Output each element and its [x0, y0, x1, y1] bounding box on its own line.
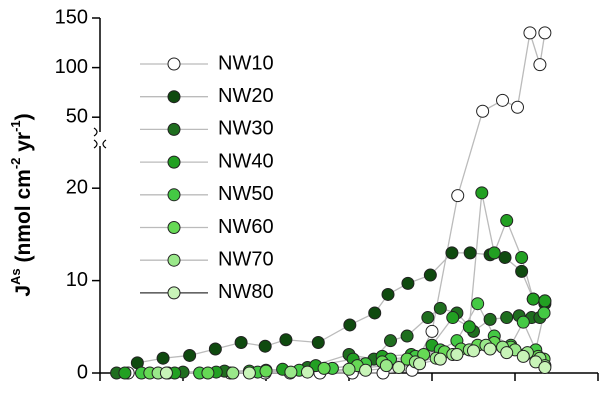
legend-marker: [167, 253, 181, 267]
data-point: [421, 311, 435, 325]
data-point: [226, 366, 240, 380]
y-tick-label: 0: [77, 361, 88, 383]
axis-break: [93, 127, 107, 149]
data-point: [284, 365, 298, 379]
data-point: [401, 276, 415, 290]
data-point: [156, 351, 170, 365]
data-point: [423, 268, 437, 282]
data-point: [538, 360, 552, 374]
data-point: [317, 361, 331, 375]
data-point: [523, 26, 537, 40]
legend-label: NW60: [218, 216, 274, 238]
legend-marker: [167, 155, 181, 169]
legend-marker: [167, 286, 181, 300]
label-text: yr: [12, 132, 35, 158]
data-point: [342, 362, 356, 376]
y-tick-label: 50: [66, 105, 88, 127]
data-point: [379, 359, 393, 373]
series-line: [128, 32, 546, 374]
legend-marker: [167, 57, 181, 71]
data-point: [487, 246, 501, 260]
label-superscript: -2: [8, 158, 23, 170]
data-point: [384, 334, 397, 348]
y-tick-label: 100: [55, 56, 88, 78]
data-point: [208, 342, 222, 356]
label-text: ): [12, 113, 35, 120]
y-axis-label: JAs (nmol cm-2 yr-1): [8, 113, 35, 296]
data-point: [259, 364, 273, 378]
label-text: J: [12, 285, 35, 297]
data-point: [498, 251, 512, 264]
legend-label: NW20: [218, 85, 274, 107]
data-point: [483, 342, 497, 356]
data-point: [475, 186, 489, 200]
data-point: [368, 306, 382, 320]
y-tick-label: 150: [55, 6, 88, 28]
label-superscript: As: [8, 268, 23, 285]
data-point: [526, 292, 540, 306]
data-point: [500, 311, 514, 325]
data-point: [515, 251, 529, 264]
data-point: [451, 189, 465, 203]
data-point: [159, 366, 173, 380]
data-point: [118, 366, 132, 380]
legend-marker: [167, 90, 181, 104]
legend-label: NW70: [218, 248, 274, 270]
series-line: [141, 302, 545, 374]
data-point: [279, 333, 293, 347]
data-point: [392, 360, 406, 374]
data-point: [538, 294, 552, 308]
data-point: [496, 93, 510, 107]
data-point: [445, 246, 459, 260]
data-point: [183, 348, 197, 362]
data-point: [476, 104, 490, 118]
data-point: [433, 301, 447, 315]
data-point: [400, 329, 414, 343]
data-point: [463, 246, 477, 260]
legend-marker: [167, 122, 181, 136]
data-point: [533, 58, 547, 72]
legend-label: NW50: [218, 183, 274, 205]
label-text: (nmol cm: [12, 169, 35, 268]
data-point: [510, 100, 524, 114]
data-point: [343, 318, 357, 332]
data-point: [500, 346, 514, 360]
data-point: [537, 306, 551, 320]
data-point: [516, 349, 530, 363]
data-point: [413, 357, 427, 371]
data-point: [381, 287, 395, 301]
data-point: [201, 366, 215, 380]
data-point: [311, 336, 325, 350]
data-point: [483, 312, 497, 326]
data-point: [359, 363, 373, 377]
legend-label: NW10: [218, 52, 274, 74]
data-point: [446, 311, 460, 325]
y-tick-label: 10: [66, 269, 88, 291]
data-point: [467, 344, 480, 358]
legend-marker: [167, 188, 181, 202]
data-point: [234, 336, 248, 350]
legend-label: NW80: [218, 281, 274, 303]
data-point: [258, 339, 272, 353]
data-point: [515, 264, 529, 278]
legend-label: NW30: [218, 118, 274, 140]
data-point: [500, 214, 514, 228]
data-point: [242, 366, 256, 380]
data-point: [516, 315, 530, 329]
data-point: [433, 352, 447, 366]
data-point: [425, 324, 439, 338]
label-superscript: -1: [8, 120, 23, 132]
data-point: [301, 365, 314, 379]
y-tick-label: 20: [66, 176, 88, 198]
data-point: [450, 348, 464, 362]
legend-marker: [167, 221, 181, 234]
legend-label: NW40: [218, 150, 274, 172]
data-point: [538, 26, 552, 40]
data-point: [471, 297, 485, 311]
data-point: [462, 320, 476, 334]
